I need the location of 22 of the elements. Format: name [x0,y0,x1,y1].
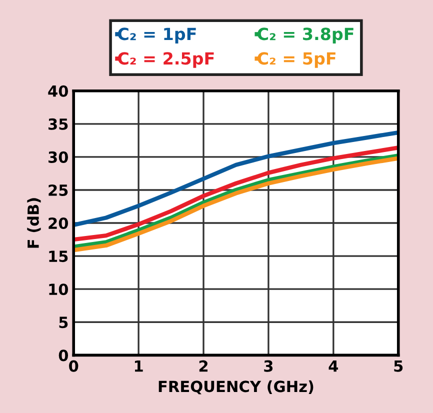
x-axis-title: FREQUENCY (GHz) [158,380,314,394]
y-tick-label: 10 [49,284,68,296]
y-tick-label: 40 [48,85,68,97]
y-tick-label: 25 [48,184,68,196]
legend-label: C₂ = 3.8pF [258,28,354,44]
x-tick-label: 0 [69,360,78,372]
line-series [74,130,398,228]
legend-label: C₂ = 2.5pF [118,52,214,68]
y-tick-label: 35 [48,118,68,130]
y-axis-title: F (dB) [27,198,41,248]
legend-label: C₂ = 5pF [258,52,336,68]
x-tick-label: 3 [264,360,273,372]
x-tick-label: 5 [394,360,403,372]
y-tick-label: 0 [58,350,68,362]
x-tick-label: 4 [328,360,338,372]
y-tick-label: 30 [48,151,68,163]
x-tick-label: 2 [199,360,208,372]
legend-label: C₂ = 1pF [118,28,196,44]
y-tick-label: 5 [59,316,68,328]
y-tick-label: 20 [48,217,68,230]
x-tick-label: 1 [134,360,143,372]
y-tick-label: 15 [49,250,68,262]
